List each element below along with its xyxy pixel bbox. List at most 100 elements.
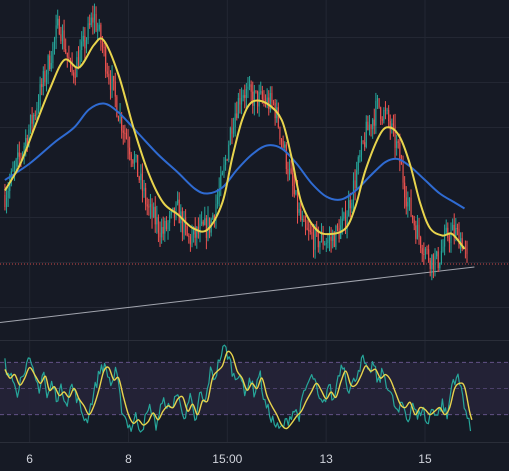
candle-body [82, 35, 84, 42]
candle-body [33, 114, 35, 124]
candle-body [348, 200, 350, 217]
candle-body [84, 35, 86, 49]
candle-body [362, 141, 364, 143]
candle-body [199, 223, 201, 234]
candle-body [73, 72, 75, 77]
candle-body [60, 34, 62, 42]
candle-body [320, 233, 323, 242]
time-tick-label: 15 [418, 452, 432, 466]
candle-body [413, 219, 415, 226]
candle-body [253, 90, 255, 106]
candle-body [386, 109, 388, 112]
candle-body [322, 233, 324, 245]
candle-body [448, 238, 450, 244]
candle-body [423, 254, 425, 256]
candle-body [429, 260, 431, 269]
candle-body [263, 99, 265, 101]
candle-body [426, 248, 428, 250]
candle-body [455, 227, 457, 237]
candle-body [424, 248, 426, 255]
candle-body [447, 227, 449, 239]
candle-body [146, 204, 148, 207]
candle-body [245, 88, 247, 98]
candle-body [247, 86, 249, 89]
candle-body [269, 93, 271, 109]
candle-body [167, 222, 169, 230]
candle-body [330, 237, 332, 241]
candle-body [272, 101, 275, 104]
candle-body [137, 154, 139, 177]
candle-body [215, 204, 217, 221]
candle-body [464, 247, 466, 249]
candle-body [280, 139, 283, 142]
candle-body [312, 234, 315, 250]
candle-body [314, 227, 316, 250]
candle-body [18, 152, 20, 157]
candle-body [9, 181, 11, 192]
candle-body [111, 76, 113, 90]
candle-body [370, 124, 372, 129]
candle-body [105, 47, 107, 72]
candle-body [13, 166, 16, 170]
candle-body [428, 249, 430, 261]
candle-body [244, 95, 246, 98]
candle-body [181, 211, 183, 233]
candle-body [127, 138, 129, 148]
candle-body [349, 200, 351, 209]
candle-body [130, 154, 132, 160]
candle-body [205, 218, 207, 238]
candle-body [5, 197, 8, 207]
candle-body [122, 130, 124, 133]
candle-body [356, 170, 358, 189]
candle-body [226, 159, 228, 161]
candle-body [373, 119, 375, 126]
candle-body [461, 238, 463, 249]
candle-body [306, 227, 308, 230]
oscillator-signal-line [4, 350, 473, 430]
candle-body [132, 159, 134, 164]
candle-body [365, 121, 367, 147]
candle-body [388, 109, 390, 122]
candle-body [89, 23, 91, 25]
candle-body [408, 197, 410, 202]
candle-body [405, 197, 407, 207]
candle-body [92, 17, 94, 23]
candle-body [12, 169, 14, 172]
candle-body [178, 199, 180, 224]
candle-body [113, 76, 115, 82]
candle-body [186, 226, 188, 236]
candle-body [458, 228, 460, 249]
candle-body [364, 142, 366, 147]
candle-body [108, 73, 110, 80]
candle-body [391, 123, 393, 130]
candle-body [218, 188, 220, 198]
candle-body [15, 159, 17, 167]
candle-body [432, 254, 434, 270]
candle-body [17, 152, 19, 160]
candle-body [217, 197, 219, 205]
candle-body [304, 221, 307, 228]
oscillator-layer [4, 344, 473, 433]
candle-body [380, 107, 382, 119]
candle-body [37, 105, 40, 109]
candle-body [300, 208, 302, 220]
candle-body [49, 55, 51, 70]
oscillator-band [0, 361, 509, 416]
time-tick-label: 8 [125, 452, 132, 466]
candle-body [28, 129, 30, 146]
candle-body [172, 207, 174, 212]
candle-body [68, 56, 70, 60]
candle-body [149, 204, 151, 207]
candle-body [58, 18, 60, 35]
candle-body [453, 224, 455, 237]
candle-body [445, 227, 447, 233]
candle-body [77, 57, 80, 68]
candle-body [431, 254, 433, 269]
candle-body [296, 190, 299, 213]
candle-body [279, 127, 281, 140]
slow-moving-average-line [4, 102, 466, 210]
candle-body [170, 211, 172, 215]
candle-body [236, 113, 238, 119]
candle-body [439, 262, 441, 269]
